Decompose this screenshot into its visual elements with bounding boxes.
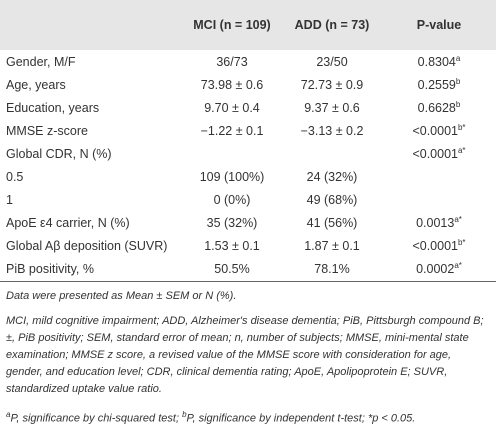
- abbreviations: MCI, mild cognitive impairment; ADD, Alz…: [6, 315, 484, 395]
- superscript: b*: [457, 237, 466, 247]
- cell-value: 0.2559: [417, 78, 456, 93]
- cell: 78.1%: [282, 257, 382, 282]
- superscript: b*: [457, 122, 466, 132]
- cell-value: 0.6628: [417, 101, 456, 116]
- cell: 1.53 ± 0.1: [204, 238, 260, 253]
- cell: [182, 142, 282, 165]
- cell: 0.5: [6, 169, 24, 184]
- superscript: a: [6, 410, 11, 419]
- cell: 0.8304a: [382, 50, 496, 73]
- table-row: Global Aβ deposition (SUVR) 1.53 ± 0.1 1.8…: [0, 234, 496, 257]
- cell: [382, 188, 496, 211]
- header-cell: [0, 0, 182, 50]
- cell: 9.70 ± 0.4: [204, 100, 260, 115]
- cell: ApoE ε4 carrier, N (%): [6, 215, 130, 230]
- superscript: a*: [454, 261, 462, 271]
- cell: [382, 165, 496, 188]
- cell: [282, 142, 382, 165]
- cell-value: 0.0002: [416, 262, 455, 277]
- table-row: 1 0 (0%) 49 (68%): [0, 188, 496, 211]
- cell: 1.87 ± 0.1: [304, 238, 360, 253]
- cell: 73.98 ± 0.6: [200, 77, 264, 92]
- cell-value: 0.8304: [417, 55, 456, 70]
- cell: 72.73 ± 0.9: [300, 77, 364, 92]
- cell: 41 (56%): [306, 215, 358, 230]
- cell: 36/73: [216, 54, 248, 69]
- cell: <0.0001b*: [382, 119, 496, 142]
- significance-note: aP, significance by chi-squared test; bP…: [6, 406, 490, 428]
- cell: 109 (100%): [199, 169, 265, 184]
- cell: Gender, M/F: [6, 54, 76, 69]
- cell-value: <0.0001: [412, 147, 458, 162]
- superscript: b: [455, 99, 461, 109]
- superscript: a*: [457, 145, 466, 155]
- cell: <0.0001a*: [382, 142, 496, 165]
- table-row: 0.5 109 (100%) 24 (32%): [0, 165, 496, 188]
- cell: 9.37 ± 0.6: [304, 100, 360, 115]
- cell: Global CDR, N (%): [6, 146, 112, 161]
- table-body: Gender, M/F 36/73 23/50 0.8304a Age, years 73…: [0, 50, 496, 282]
- table-row: Global CDR, N (%) <0.0001a*: [0, 142, 496, 165]
- cell: −3.13 ± 0.2: [300, 123, 364, 138]
- cell: 0.6628b: [382, 96, 496, 119]
- header-cell: MCI (n = 109): [193, 18, 271, 32]
- cell: MMSE z-score: [6, 123, 88, 138]
- cell: 49 (68%): [306, 192, 358, 207]
- header-cell: ADD (n = 73): [294, 18, 370, 32]
- cell: 0.0002a*: [382, 257, 496, 282]
- header-row: MCI (n = 109) ADD (n = 73) P-value: [0, 0, 496, 50]
- superscript: b: [182, 410, 187, 419]
- note-text: P, significance by independent t-test; *…: [186, 412, 416, 425]
- cell-value: 0.0013: [416, 216, 455, 231]
- cell: Age, years: [6, 77, 66, 92]
- cell-value: <0.0001: [412, 124, 458, 139]
- superscript: b: [455, 76, 461, 86]
- cell: Education, years: [6, 100, 100, 115]
- footnotes: Data were presented as Mean ± SEM or N (…: [0, 282, 496, 428]
- data-note: Data were presented as Mean ± SEM or N (…: [6, 290, 237, 302]
- cell: 23/50: [316, 54, 348, 69]
- cell: 0.0013a*: [382, 211, 496, 234]
- table-row: MMSE z-score −1.22 ± 0.1 −3.13 ± 0.2 <0.000…: [0, 119, 496, 142]
- cell: −1.22 ± 0.1: [200, 123, 264, 138]
- superscript: a*: [454, 214, 462, 224]
- cell: <0.0001b*: [382, 234, 496, 257]
- table-row: Gender, M/F 36/73 23/50 0.8304a: [0, 50, 496, 73]
- cell-value: <0.0001: [412, 239, 458, 254]
- table-row: Education, years 9.70 ± 0.4 9.37 ± 0.6 0.66…: [0, 96, 496, 119]
- cell: 50.5%: [182, 257, 282, 282]
- cell: 1: [6, 192, 13, 207]
- cell: 0.2559b: [382, 73, 496, 96]
- table-row: PiB positivity, % 50.5% 78.1% 0.0002a*: [0, 257, 496, 282]
- cell: 0 (0%): [213, 192, 251, 207]
- note-text: P, significance by chi-squared test;: [10, 412, 183, 425]
- cell: Global Aβ deposition (SUVR): [6, 238, 168, 253]
- header-cell: P-value: [416, 18, 462, 32]
- table-row: Age, years 73.98 ± 0.6 72.73 ± 0.9 0.2559b: [0, 73, 496, 96]
- data-table: MCI (n = 109) ADD (n = 73) P-value Gender,…: [0, 0, 496, 282]
- cell: 24 (32%): [306, 169, 358, 184]
- superscript: a: [455, 53, 461, 63]
- cell: PiB positivity, %: [0, 257, 182, 282]
- table-row: ApoE ε4 carrier, N (%) 35 (32%) 41 (56%) 0.…: [0, 211, 496, 234]
- cell: 35 (32%): [206, 215, 258, 230]
